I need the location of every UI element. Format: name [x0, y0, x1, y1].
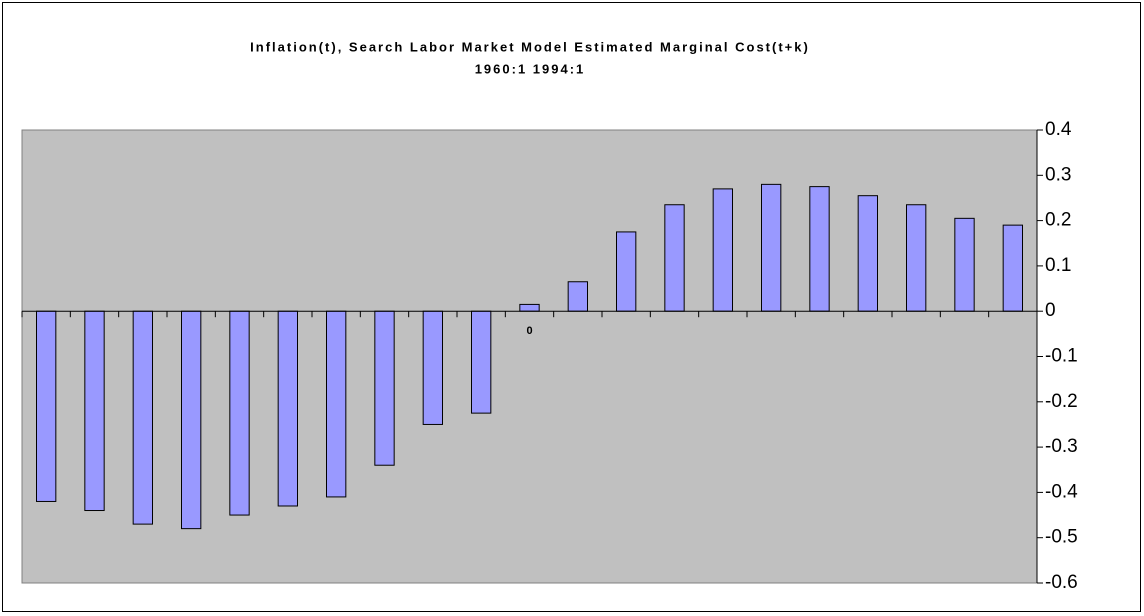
bar — [616, 231, 637, 312]
chart-subtitle: 1960:1 1994:1 — [475, 61, 586, 76]
y-tick-label: -0.3 — [1045, 436, 1078, 457]
bar — [132, 310, 154, 525]
bar — [906, 204, 927, 312]
bar — [374, 310, 395, 466]
y-tick-label: 0.2 — [1045, 210, 1071, 231]
y-tick-label: 0 — [1045, 300, 1056, 321]
bar — [664, 204, 685, 312]
y-tick-label: -0.2 — [1045, 391, 1078, 412]
y-tick-label: -0.4 — [1045, 481, 1078, 502]
y-tick-label: -0.6 — [1045, 572, 1078, 593]
bar — [36, 310, 57, 502]
y-tick-label: 0.4 — [1045, 119, 1072, 140]
plot-area — [21, 129, 1038, 584]
bar — [761, 183, 782, 312]
bar — [1002, 224, 1024, 312]
bar — [857, 195, 879, 312]
bar — [326, 310, 347, 498]
bar — [229, 310, 250, 516]
y-tick-label: 0.1 — [1045, 255, 1071, 276]
y-tick-label: -0.5 — [1045, 527, 1078, 548]
bar — [567, 281, 589, 312]
bar — [84, 310, 105, 512]
chart-title: Inflation(t), Search Labor Market Model … — [250, 39, 810, 54]
x-tick-label: 0 — [526, 325, 532, 337]
bar — [519, 303, 540, 312]
bar — [277, 310, 298, 507]
bar — [809, 186, 830, 312]
bar — [954, 217, 975, 312]
bar — [471, 310, 492, 414]
bar — [422, 310, 443, 425]
y-tick-label: 0.3 — [1045, 164, 1071, 185]
bar — [181, 310, 202, 530]
y-tick-label: -0.1 — [1045, 346, 1078, 367]
bar — [712, 188, 734, 312]
